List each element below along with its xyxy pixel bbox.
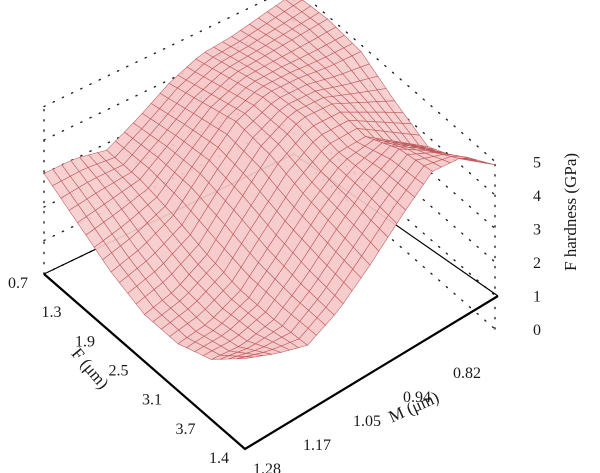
m-tick-label: 0.82 bbox=[453, 365, 481, 382]
f-axis-title: F (μm) bbox=[68, 344, 113, 393]
f-tick-label: 1.3 bbox=[42, 304, 62, 321]
z-axis-title: F hardness (GPa) bbox=[561, 153, 580, 271]
z-tick-label: 0 bbox=[533, 322, 541, 339]
back-grid-line bbox=[43, 0, 496, 163]
f-tick-label: 0.7 bbox=[8, 275, 28, 292]
m-tick-label: 0.94 bbox=[403, 389, 431, 406]
m-tick-label: 1.28 bbox=[253, 461, 281, 473]
z-tick-label: 5 bbox=[533, 155, 541, 172]
m-tick-label: 1.05 bbox=[353, 413, 381, 430]
z-tick-label: 1 bbox=[533, 289, 541, 306]
z-axis-ticks: 0 1 2 3 4 5 bbox=[533, 155, 541, 340]
z-tick-label: 2 bbox=[533, 255, 541, 272]
f-tick-label: 2.5 bbox=[109, 363, 129, 380]
m-tick-label: 1.17 bbox=[303, 437, 331, 454]
m-axis-ticks: 0.82 0.94 1.05 1.17 1.28 bbox=[253, 365, 481, 473]
z-tick-label: 3 bbox=[533, 222, 541, 239]
floor-edge-front bbox=[43, 273, 499, 451]
z-tick-label: 4 bbox=[533, 188, 541, 205]
surface-patch bbox=[236, 356, 254, 360]
f-tick-label: 1.9 bbox=[75, 333, 95, 350]
f-tick-label: 1.4 bbox=[209, 450, 229, 467]
f-axis-ticks: 0.7 1.3 1.9 2.5 3.1 3.7 1.4 bbox=[8, 275, 229, 467]
surface-mesh bbox=[43, 0, 496, 360]
f-tick-label: 3.1 bbox=[142, 392, 162, 409]
back-grid-line bbox=[43, 19, 496, 196]
f-tick-label: 3.7 bbox=[176, 421, 196, 438]
